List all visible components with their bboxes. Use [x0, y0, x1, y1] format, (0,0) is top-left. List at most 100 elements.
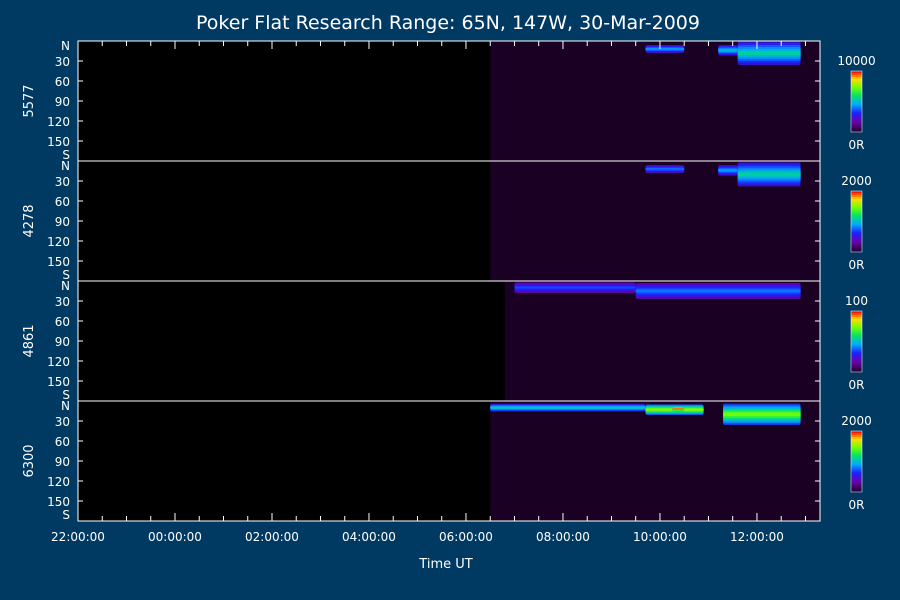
y-tick-label: 120	[47, 115, 70, 129]
emission-band	[718, 49, 738, 52]
colorbar-segment	[851, 455, 862, 459]
y-tick-label: N	[61, 159, 70, 173]
colorbar-frame	[850, 310, 863, 373]
colorbar-segment	[851, 103, 862, 107]
colorbar-segment	[851, 247, 862, 251]
colorbar-segment	[851, 129, 862, 133]
colorbar-segment	[851, 319, 862, 322]
y-tick-label: 150	[47, 495, 70, 509]
colorbar-segment	[851, 101, 862, 105]
emission-feature	[723, 403, 801, 425]
colorbar-segment	[851, 229, 862, 233]
emission-feature	[737, 162, 801, 187]
colorbar-segment	[851, 125, 862, 129]
colorbar-segment	[851, 93, 862, 96]
colorbar-segment	[851, 439, 862, 442]
emission-band	[645, 48, 685, 50]
colorbar-segment	[851, 435, 862, 438]
colorbar-segment	[851, 75, 862, 78]
x-tick-label: 10:00:00	[633, 530, 687, 544]
emission-band	[718, 169, 738, 172]
colorbar-segment	[851, 317, 862, 320]
colorbar-segment	[851, 83, 862, 86]
colorbar: 2000 0R	[841, 414, 872, 512]
colorbar-segment	[851, 81, 862, 84]
colorbar-segment	[851, 457, 862, 461]
emission-band	[737, 51, 801, 55]
colorbar-segment	[851, 489, 862, 493]
colorbar-segment	[851, 245, 862, 249]
colorbar-segment	[851, 467, 862, 471]
colorbar-segment	[851, 321, 862, 324]
colorbar-max-label: 100	[845, 294, 868, 308]
colorbar-segment	[851, 479, 862, 483]
colorbar-segment	[851, 127, 862, 131]
colorbar-segment	[851, 109, 862, 113]
y-tick-label: 150	[47, 135, 70, 149]
colorbar-segment	[851, 449, 862, 452]
y-tick-label: 150	[47, 255, 70, 269]
emission-feature	[635, 283, 801, 299]
colorbar-segment	[851, 213, 862, 216]
colorbar-segment	[851, 227, 862, 231]
colorbar-segment	[851, 325, 862, 328]
colorbar-segment	[851, 329, 862, 332]
colorbar-segment	[851, 355, 862, 359]
colorbar-segment	[851, 199, 862, 202]
colorbar-segment	[851, 209, 862, 212]
colorbar-segment	[851, 335, 862, 339]
emission-feature	[645, 45, 685, 53]
colorbar-segment	[851, 241, 862, 245]
colorbar-segment	[851, 87, 862, 90]
y-tick-label: 90	[55, 335, 70, 349]
colorbar-segment	[851, 333, 862, 336]
colorbar: 2000 0R	[841, 174, 872, 272]
colorbar-segment	[851, 441, 862, 444]
colorbar-segment	[851, 475, 862, 479]
colorbar-segment	[851, 89, 862, 92]
colorbar-frame	[850, 70, 863, 133]
colorbar-segment	[851, 197, 862, 200]
colorbar-segment	[851, 465, 862, 469]
colorbar-segment	[851, 235, 862, 239]
y-tick-label: 120	[47, 475, 70, 489]
colorbar-segment	[851, 473, 862, 477]
emission-band	[672, 408, 685, 410]
y-tick-label: 90	[55, 95, 70, 109]
colorbar-segment	[851, 445, 862, 448]
colorbar-segment	[851, 331, 862, 334]
colorbar-segment	[851, 443, 862, 446]
colorbar-segment	[851, 193, 862, 196]
colorbar-segment	[851, 221, 862, 225]
colorbar-segment	[851, 353, 862, 357]
colorbar-segment	[851, 205, 862, 208]
colorbar-segment	[851, 361, 862, 365]
emission-band	[490, 407, 646, 409]
colorbar-segment	[851, 237, 862, 241]
y-tick-label: S	[62, 508, 70, 522]
colorbar-segment	[851, 345, 862, 349]
colorbar-min-label: 0R	[849, 258, 865, 272]
colorbar-segment	[851, 211, 862, 214]
wavelength-label: 6300	[22, 444, 37, 477]
colorbar-segment	[851, 359, 862, 363]
colorbar-segment	[851, 207, 862, 210]
colorbar-segment	[851, 215, 862, 219]
colorbar-segment	[851, 95, 862, 99]
colorbar-segment	[851, 113, 862, 117]
colorbar-segment	[851, 225, 862, 229]
colorbar-segment	[851, 111, 862, 115]
colorbar-segment	[851, 351, 862, 355]
colorbar-segment	[851, 115, 862, 119]
x-tick-label: 22:00:00	[51, 530, 105, 544]
colorbar-max-label: 2000	[841, 414, 872, 428]
colorbar-frame	[850, 430, 863, 493]
colorbar-segment	[851, 337, 862, 341]
colorbar-segment	[851, 105, 862, 109]
y-tick-label: 120	[47, 235, 70, 249]
y-tick-label: S	[62, 148, 70, 162]
colorbar-segment	[851, 349, 862, 353]
colorbar-segment	[851, 339, 862, 343]
